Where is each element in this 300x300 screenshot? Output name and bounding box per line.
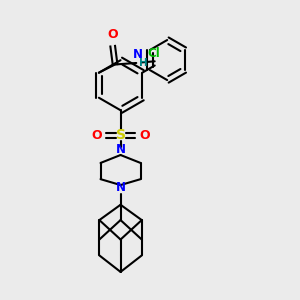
Text: N: N — [116, 142, 126, 156]
Text: O: O — [140, 129, 150, 142]
Text: Cl: Cl — [147, 47, 160, 60]
Text: O: O — [91, 129, 102, 142]
Text: H: H — [139, 58, 147, 68]
Text: O: O — [107, 28, 118, 41]
Text: N: N — [133, 48, 143, 61]
Text: N: N — [116, 182, 126, 194]
Text: S: S — [116, 128, 126, 142]
